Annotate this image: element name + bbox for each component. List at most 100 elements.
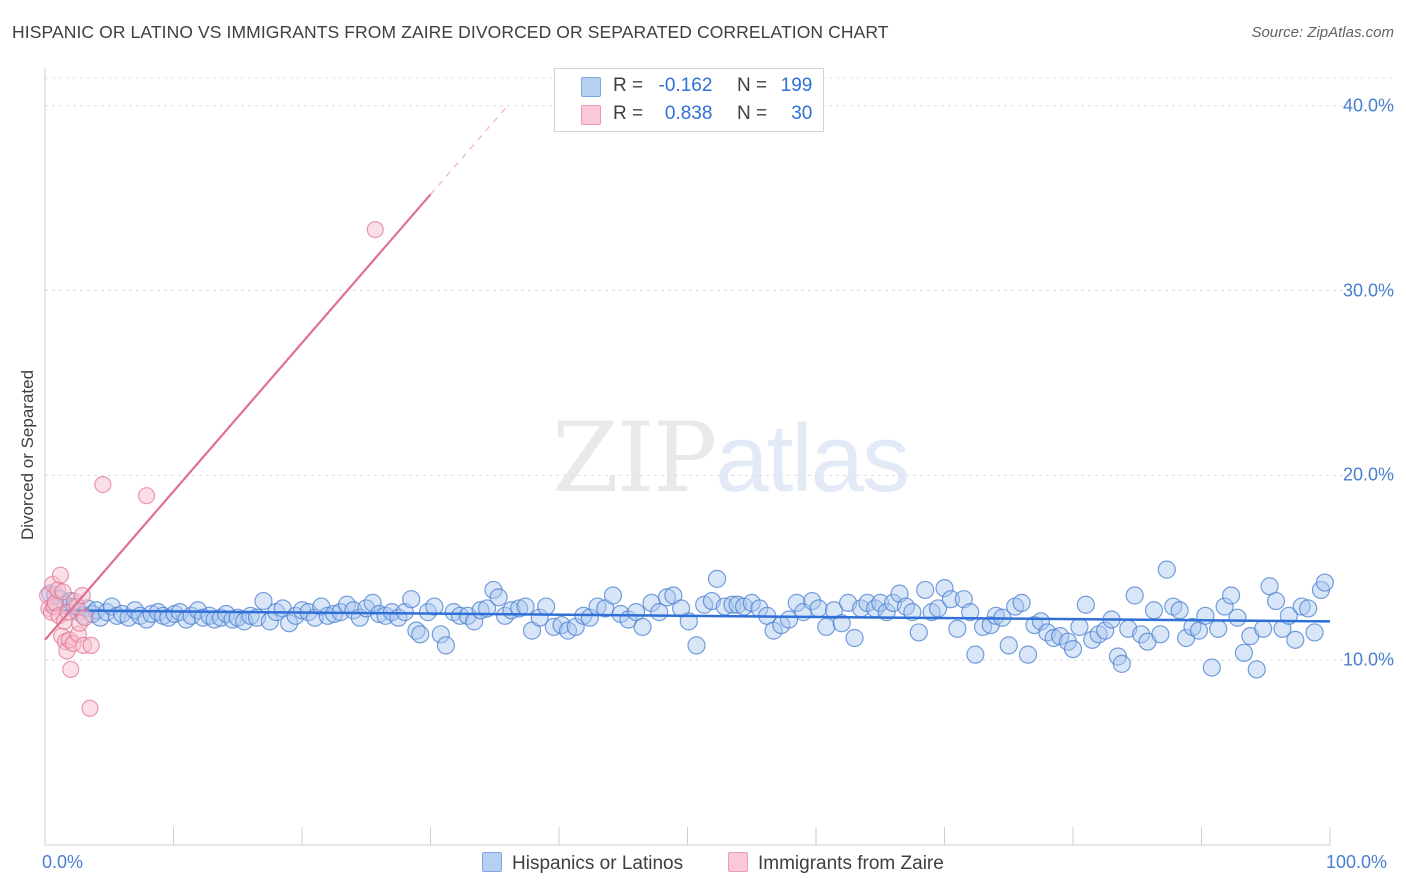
bottom-legend-label: Immigrants from Zaire: [758, 853, 944, 874]
data-point-hispanics: [1044, 628, 1063, 648]
data-point-hispanics: [537, 597, 556, 616]
data-point-hispanics: [1209, 619, 1228, 638]
data-point-hispanics: [817, 617, 836, 637]
watermark-zip: ZIP: [552, 402, 717, 514]
trendline-zaire: [44, 193, 432, 641]
data-point-hispanics: [845, 628, 864, 648]
data-point-hispanics: [1221, 586, 1241, 605]
legend-n-value: 30: [791, 103, 813, 124]
data-point-hispanics: [1202, 658, 1221, 677]
data-point-hispanics: [510, 599, 529, 618]
data-point-hispanics: [1031, 612, 1050, 631]
chart-title: HISPANIC OR LATINO VS IMMIGRANTS FROM ZA…: [12, 22, 889, 42]
data-point-hispanics: [489, 588, 508, 607]
y-tick-label: 40.0%: [1342, 95, 1394, 116]
data-point-hispanics: [948, 619, 967, 638]
legend-text: R = -0.162 N = 199: [613, 75, 812, 97]
chart-source: Source: ZipAtlas.com: [1251, 24, 1394, 41]
data-point-hispanics: [986, 606, 1006, 625]
data-point-hispanics: [633, 617, 652, 637]
data-point-hispanics: [832, 614, 851, 633]
data-point-hispanics: [1012, 593, 1031, 612]
data-point-hispanics: [1196, 606, 1215, 625]
legend-text: R = 0.838 N = 30: [613, 103, 812, 125]
data-point-hispanics: [477, 599, 497, 618]
data-point-hispanics: [436, 636, 456, 655]
y-tick-label: 20.0%: [1342, 464, 1394, 485]
data-point-hispanics: [1112, 654, 1131, 673]
data-point-zaire: [366, 220, 384, 239]
bottom-legend-zaire: Immigrants from Zaire: [728, 852, 944, 875]
legend-r-label: R =: [613, 103, 644, 124]
data-point-hispanics: [903, 603, 922, 622]
data-point-hispanics: [1070, 617, 1089, 637]
data-point-hispanics: [1132, 625, 1151, 644]
data-point-hispanics: [941, 590, 961, 609]
legend-n-label: N =: [736, 75, 768, 96]
y-tick-label: 30.0%: [1342, 280, 1394, 301]
y-axis-label: Divorced or Separated: [18, 369, 37, 541]
data-point-zaire: [76, 609, 94, 627]
watermark-atlas: atlas: [715, 405, 910, 512]
data-point-hispanics: [803, 591, 822, 611]
legend-r-value: -0.162: [658, 75, 713, 96]
data-point-hispanics: [916, 580, 935, 600]
legend-n-label: N =: [736, 103, 768, 124]
data-point-hispanics: [1144, 601, 1164, 620]
data-point-hispanics: [1266, 591, 1286, 611]
data-point-hispanics: [1076, 595, 1095, 614]
x-tick-min: 0.0%: [42, 852, 84, 872]
legend-r-label: R =: [613, 75, 644, 96]
data-point-hispanics: [728, 595, 747, 614]
data-point-hispanics: [1254, 619, 1273, 638]
data-point-hispanics: [254, 591, 273, 611]
data-point-hispanics: [1157, 560, 1176, 579]
data-point-hispanics: [1151, 625, 1170, 644]
bottom-legend-swatch-blue: [482, 852, 502, 872]
correlation-legend: R = -0.162 N = 199 R = 0.838 N = 30: [554, 68, 824, 132]
y-tick-label: 10.0%: [1342, 649, 1394, 670]
data-point-hispanics: [999, 636, 1018, 655]
data-point-zaire: [54, 583, 72, 601]
x-tick-max: 100.0%: [1326, 852, 1388, 872]
data-point-zaire: [82, 636, 100, 654]
data-point-zaire: [81, 699, 99, 717]
legend-swatch-blue: [581, 77, 601, 97]
data-point-hispanics: [779, 610, 799, 629]
legend-r-value: 0.838: [664, 103, 713, 124]
data-point-hispanics: [1234, 643, 1254, 662]
data-point-hispanics: [961, 603, 980, 622]
data-point-hispanics: [966, 645, 985, 664]
data-point-hispanics: [1299, 599, 1318, 618]
data-point-hispanics: [787, 593, 806, 612]
data-point-hispanics: [1018, 645, 1038, 664]
data-point-hispanics: [1215, 597, 1234, 616]
data-point-hispanics: [1125, 586, 1144, 605]
data-point-hispanics: [1170, 601, 1189, 620]
watermark: ZIPatlas: [552, 402, 910, 514]
data-point-hispanics: [909, 623, 928, 642]
data-point-hispanics: [1286, 630, 1305, 649]
bottom-legend-hispanics: Hispanics or Latinos: [482, 852, 683, 875]
bottom-legend-label: Hispanics or Latinos: [512, 853, 684, 874]
bottom-legend-swatch-pink: [728, 852, 748, 872]
data-point-hispanics: [425, 597, 444, 616]
data-point-hispanics: [603, 586, 623, 605]
data-point-zaire: [51, 566, 70, 584]
data-point-hispanics: [411, 625, 430, 644]
legend-swatch-pink: [581, 105, 601, 125]
data-point-hispanics: [871, 593, 890, 612]
data-point-hispanics: [1247, 660, 1266, 679]
data-point-hispanics: [1292, 597, 1311, 616]
data-point-hispanics: [119, 608, 138, 627]
data-point-hispanics: [1096, 621, 1115, 640]
trendline-zaire-extension: [430, 105, 509, 195]
data-point-hispanics: [1305, 623, 1324, 642]
data-point-hispanics: [516, 597, 535, 616]
data-point-hispanics: [280, 614, 299, 633]
data-point-hispanics: [687, 636, 706, 655]
data-point-hispanics: [723, 595, 742, 614]
data-point-zaire: [94, 476, 112, 494]
data-point-hispanics: [657, 588, 677, 607]
